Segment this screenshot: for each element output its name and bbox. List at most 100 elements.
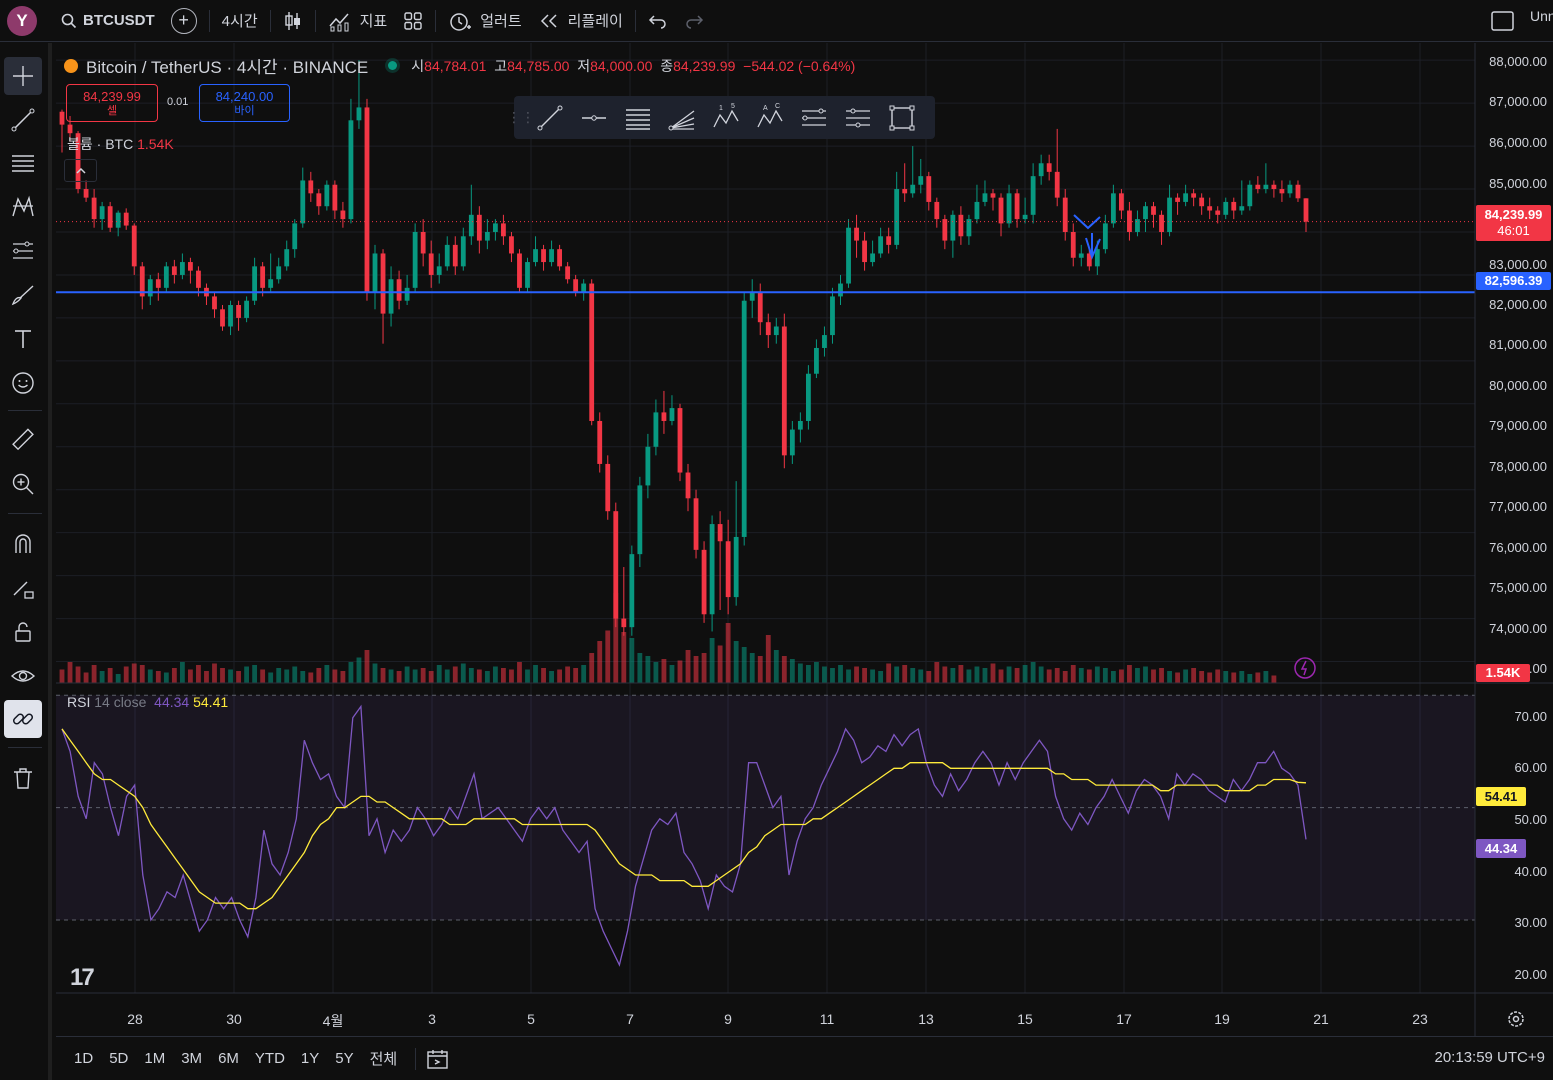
rsi-band [56,695,1475,920]
sync-drawings-tool[interactable] [4,700,42,738]
remove-drawings-tool[interactable] [4,759,42,797]
brush-tool[interactable] [4,276,42,314]
layout-icon[interactable] [1491,10,1515,32]
last-price-value: 84,239.99 [1484,207,1543,222]
eye-icon [10,670,36,682]
candle-body [757,292,763,323]
volume-legend[interactable]: 볼륨 · BTC 1.54K [67,134,174,154]
go-to-date-icon[interactable] [426,1048,450,1070]
range-1d-button[interactable]: 1D [74,1050,94,1067]
crosshair-tool[interactable] [4,57,42,95]
candle-body [332,184,338,211]
user-avatar[interactable]: Y [7,5,37,36]
bitcoin-logo-icon [64,58,78,73]
candle-body [1239,206,1245,211]
time-tick: 21 [1313,1011,1329,1027]
range-all-button[interactable]: 전체 [369,1051,398,1068]
range-ytd-button[interactable]: YTD [254,1050,285,1067]
divider [314,9,316,32]
candle-body [364,107,370,293]
zoom-in-icon [12,473,34,495]
measure-tool[interactable] [4,421,42,459]
buy-button[interactable]: 84,240.00 바이 [199,84,290,122]
rsi-legend[interactable]: RSI 14 close 44.34 54.41 [67,694,228,710]
volume-bar [260,669,266,683]
pattern-tool[interactable] [4,188,42,226]
rectangle-button[interactable] [880,96,924,139]
candle-body [1094,249,1100,267]
volume-bar [284,669,290,683]
candle-body [1143,206,1148,220]
parallel-channel-button[interactable] [616,96,660,139]
lightning-icon[interactable] [1293,656,1317,680]
compare-symbol-button[interactable]: + [163,5,205,37]
redo-button[interactable] [676,5,712,37]
pattern-icon [12,195,34,217]
fib-extension-button[interactable] [836,96,880,139]
symbol-title[interactable]: Bitcoin / TetherUS · 4시간 · BINANCE [86,58,369,77]
indicators-label: 지표 [359,13,388,30]
volume-bar [517,662,522,683]
volume-bar [1215,669,1221,683]
top-right-label[interactable]: Unn [1530,8,1553,24]
indicators-button[interactable]: 지표 [320,5,396,37]
trendline-tool[interactable] [4,101,42,139]
replay-button[interactable]: 리플레이 [530,5,631,37]
volume-bar [797,663,803,683]
hide-drawings-tool[interactable] [4,657,42,695]
sell-button[interactable]: 84,239.99 셀 [66,84,158,122]
trend-line-button[interactable] [528,96,572,139]
trash-icon [14,768,32,789]
volume-bar [492,666,498,683]
volume-bar [830,668,835,683]
layout-templates-button[interactable] [395,5,431,37]
forecast-tool[interactable] [4,232,42,270]
alert-button[interactable]: 얼러트 [440,5,529,37]
pencil-lock-icon [13,581,34,599]
level-price-tag: 82,596.39 [1476,272,1551,290]
time-tick: 4월 [322,1013,344,1029]
rsi-tick: 30.00 [1514,915,1547,930]
volume-bar [902,665,908,683]
range-1y-button[interactable]: 1Y [300,1050,320,1067]
fib-tool[interactable] [4,144,42,182]
price-tick: .00 [1528,661,1547,676]
emoji-tool[interactable] [4,364,42,402]
undo-button[interactable] [640,5,676,37]
range-5y-button[interactable]: 5Y [335,1050,354,1067]
candle-body [1223,201,1229,215]
range-6m-button[interactable]: 6M [218,1050,239,1067]
crosshair-icon [13,66,33,86]
range-5d-button[interactable]: 5D [109,1050,129,1067]
text-tool[interactable] [4,320,42,358]
symbol-search-button[interactable]: BTCUSDT [53,5,163,37]
fib-retracement-button[interactable] [792,96,836,139]
chart-type-button[interactable] [275,5,311,37]
volume-bar [1070,665,1076,683]
candle-body [1006,193,1012,224]
lock-drawing-mode-tool[interactable] [4,569,42,607]
last-price-tag: 84,239.99 46:01 [1476,205,1551,241]
horizontal-ray-button[interactable] [572,96,616,139]
collapse-legend-button[interactable] [64,159,97,182]
close-key: 종 [660,57,674,74]
fib-fan-button[interactable] [660,96,704,139]
range-1m-button[interactable]: 1M [144,1050,166,1067]
drag-handle-icon[interactable]: ⋮⋮ [507,109,535,125]
range-3m-button[interactable]: 3M [181,1050,203,1067]
zoom-tool[interactable] [4,465,42,503]
volume-bar [1255,672,1261,683]
interval-button[interactable]: 4시간 [214,5,266,37]
price-tick: 76,000.00 [1489,540,1547,555]
volume-bar [123,666,129,683]
lock-all-tool[interactable] [4,613,42,651]
timezone-clock[interactable]: 20:13:59 UTC+9 [1434,1049,1546,1066]
chart-canvas[interactable] [56,43,1553,1036]
volume-bar [340,671,346,683]
gear-icon[interactable] [1506,1009,1526,1029]
magnet-tool[interactable] [4,525,42,563]
volume-bar [244,666,250,683]
